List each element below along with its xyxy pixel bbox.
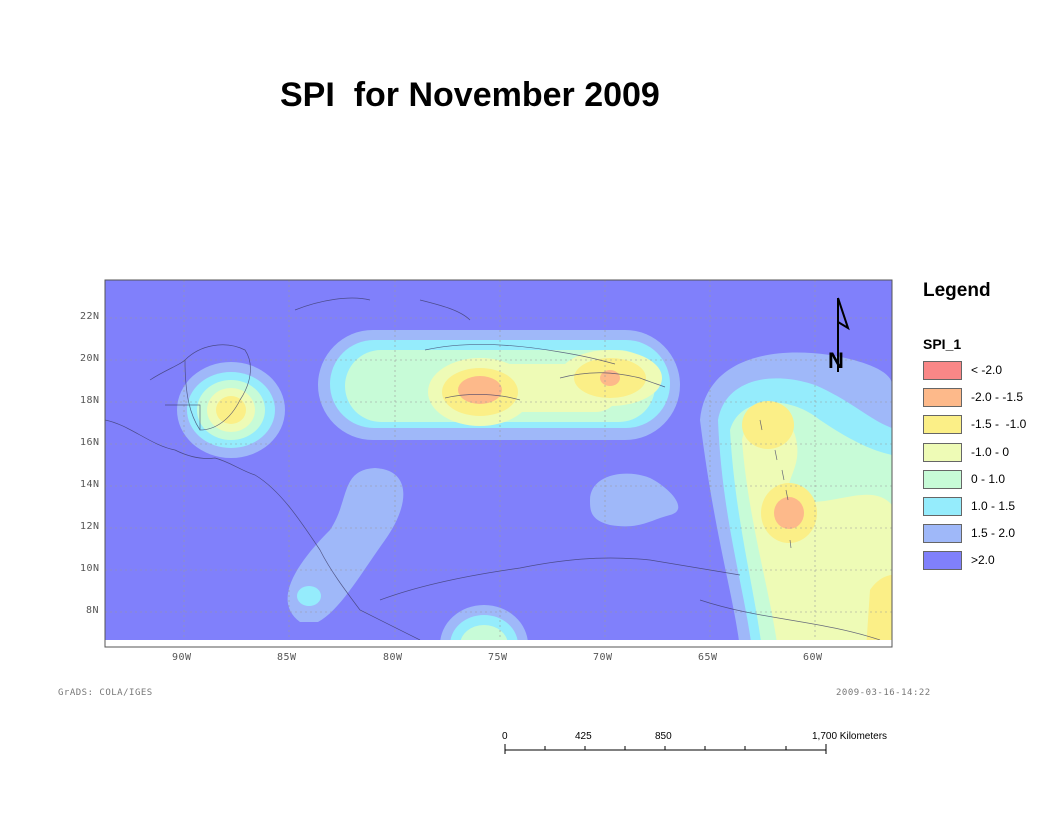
lat-label: 20N bbox=[80, 353, 100, 364]
legend-item: -1.5 - -1.0 bbox=[923, 415, 1053, 437]
lon-label: 75W bbox=[488, 652, 508, 663]
spi-contour-lesser-antilles bbox=[700, 352, 892, 640]
legend-label: -2.0 - -1.5 bbox=[971, 390, 1024, 404]
scale-label: 850 bbox=[655, 731, 672, 742]
legend-label: -1.5 - -1.0 bbox=[971, 417, 1027, 431]
legend-item: -2.0 - -1.5 bbox=[923, 388, 1053, 410]
legend-swatch bbox=[923, 443, 962, 462]
spi-contour-yucatan bbox=[177, 362, 285, 458]
legend-label: < -2.0 bbox=[971, 363, 1003, 377]
legend-label: -1.0 - 0 bbox=[971, 445, 1010, 459]
legend-swatch bbox=[923, 388, 962, 407]
legend-item: 1.0 - 1.5 bbox=[923, 497, 1053, 519]
lon-label: 65W bbox=[698, 652, 718, 663]
coastlines bbox=[105, 297, 881, 640]
spi-contour-central-america bbox=[287, 468, 404, 622]
lat-label: 10N bbox=[80, 563, 100, 574]
lon-label: 70W bbox=[593, 652, 613, 663]
legend-label: 1.5 - 2.0 bbox=[971, 526, 1016, 540]
spi-contour-mid-caribbean bbox=[590, 473, 679, 527]
lat-label: 22N bbox=[80, 311, 100, 322]
legend-item: < -2.0 bbox=[923, 361, 1053, 383]
legend-swatch bbox=[923, 524, 962, 543]
legend-swatch bbox=[923, 497, 962, 516]
legend-swatch bbox=[923, 361, 962, 380]
grads-credit: GrADS: COLA/IGES bbox=[58, 688, 153, 698]
legend-label: 1.0 - 1.5 bbox=[971, 499, 1016, 513]
timestamp: 2009-03-16-14:22 bbox=[836, 688, 931, 698]
lat-label: 18N bbox=[80, 395, 100, 406]
spi-contour-antilles bbox=[318, 330, 680, 440]
lon-label: 80W bbox=[383, 652, 403, 663]
legend-field-name: SPI_1 bbox=[923, 336, 962, 352]
scale-label: 425 bbox=[575, 731, 592, 742]
legend-item: 0 - 1.0 bbox=[923, 470, 1053, 492]
legend-item: 1.5 - 2.0 bbox=[923, 524, 1053, 546]
graticule bbox=[105, 280, 892, 640]
legend-swatch bbox=[923, 470, 962, 489]
spi-map-panel bbox=[105, 280, 892, 640]
spi-contour-south-75w bbox=[440, 605, 528, 640]
map-title: SPI for November 2009 bbox=[280, 76, 660, 114]
lat-label: 14N bbox=[80, 479, 100, 490]
legend-swatch bbox=[923, 415, 962, 434]
map-frame bbox=[104, 279, 893, 648]
lon-label: 60W bbox=[803, 652, 823, 663]
north-arrow-icon bbox=[837, 297, 850, 372]
lon-label: 90W bbox=[172, 652, 192, 663]
scale-label: 1,700 Kilometers bbox=[812, 731, 888, 742]
scale-bar bbox=[504, 744, 827, 754]
legend-title: Legend bbox=[923, 280, 991, 301]
legend-item: >2.0 bbox=[923, 551, 1053, 573]
legend-swatch bbox=[923, 551, 962, 570]
legend-label: 0 - 1.0 bbox=[971, 472, 1006, 486]
north-arrow-letter: N bbox=[828, 348, 844, 373]
scale-label: 0 bbox=[502, 731, 508, 742]
lat-label: 16N bbox=[80, 437, 100, 448]
lat-label: 12N bbox=[80, 521, 100, 532]
legend-label: >2.0 bbox=[971, 553, 995, 567]
lat-label: 8N bbox=[86, 605, 100, 616]
lon-label: 85W bbox=[277, 652, 297, 663]
legend-item: -1.0 - 0 bbox=[923, 443, 1053, 465]
